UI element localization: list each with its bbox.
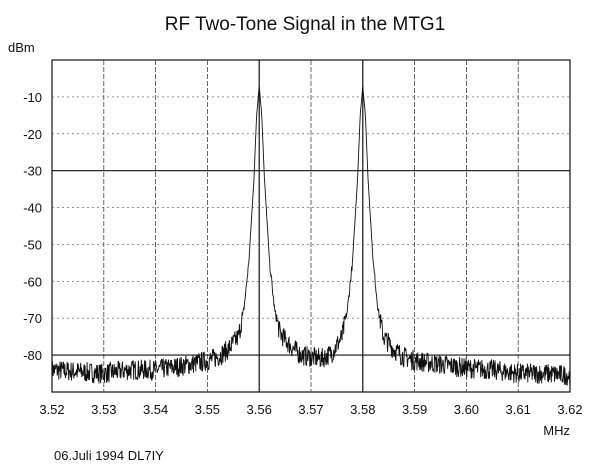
x-tick-label-5: 3.57	[298, 402, 323, 417]
x-tick-label-9: 3.61	[506, 402, 531, 417]
y-tick-label-6: -70	[23, 311, 42, 326]
chart-title: RF Two-Tone Signal in the MTG1	[165, 14, 446, 35]
x-tick-labels: 3.52 3.53 3.54 3.55 3.56 3.57 3.58 3.59 3.60 3.61…	[39, 402, 582, 417]
y-tick-label-2: -30	[23, 164, 42, 179]
x-tick-label-7: 3.59	[402, 402, 427, 417]
y-tick-label-1: -20	[23, 127, 42, 142]
y-tick-label-0: -10	[23, 90, 42, 105]
footer-note: 06.Juli 1994 DL7IY	[54, 448, 164, 463]
y-tick-label-7: -80	[23, 348, 42, 363]
y-tick-label-4: -50	[23, 237, 42, 252]
x-tick-label-2: 3.54	[143, 402, 168, 417]
grid-lines	[52, 60, 570, 392]
x-tick-label-0: 3.52	[39, 402, 64, 417]
x-tick-label-6: 3.58	[350, 402, 375, 417]
y-tick-label-5: -60	[23, 274, 42, 289]
y-axis-label: dBm	[8, 40, 35, 55]
x-tick-label-8: 3.60	[454, 402, 479, 417]
x-tick-label-4: 3.56	[247, 402, 272, 417]
x-tick-label-1: 3.53	[91, 402, 116, 417]
x-tick-label-3: 3.55	[195, 402, 220, 417]
x-tick-label-10: 3.62	[557, 402, 582, 417]
spectrum-trace	[51, 86, 571, 386]
y-tick-label-3: -40	[23, 201, 42, 216]
x-axis-label: MHz	[543, 423, 570, 438]
y-tick-labels: -10 -20 -30 -40 -50 -60 -70 -80	[23, 90, 42, 363]
